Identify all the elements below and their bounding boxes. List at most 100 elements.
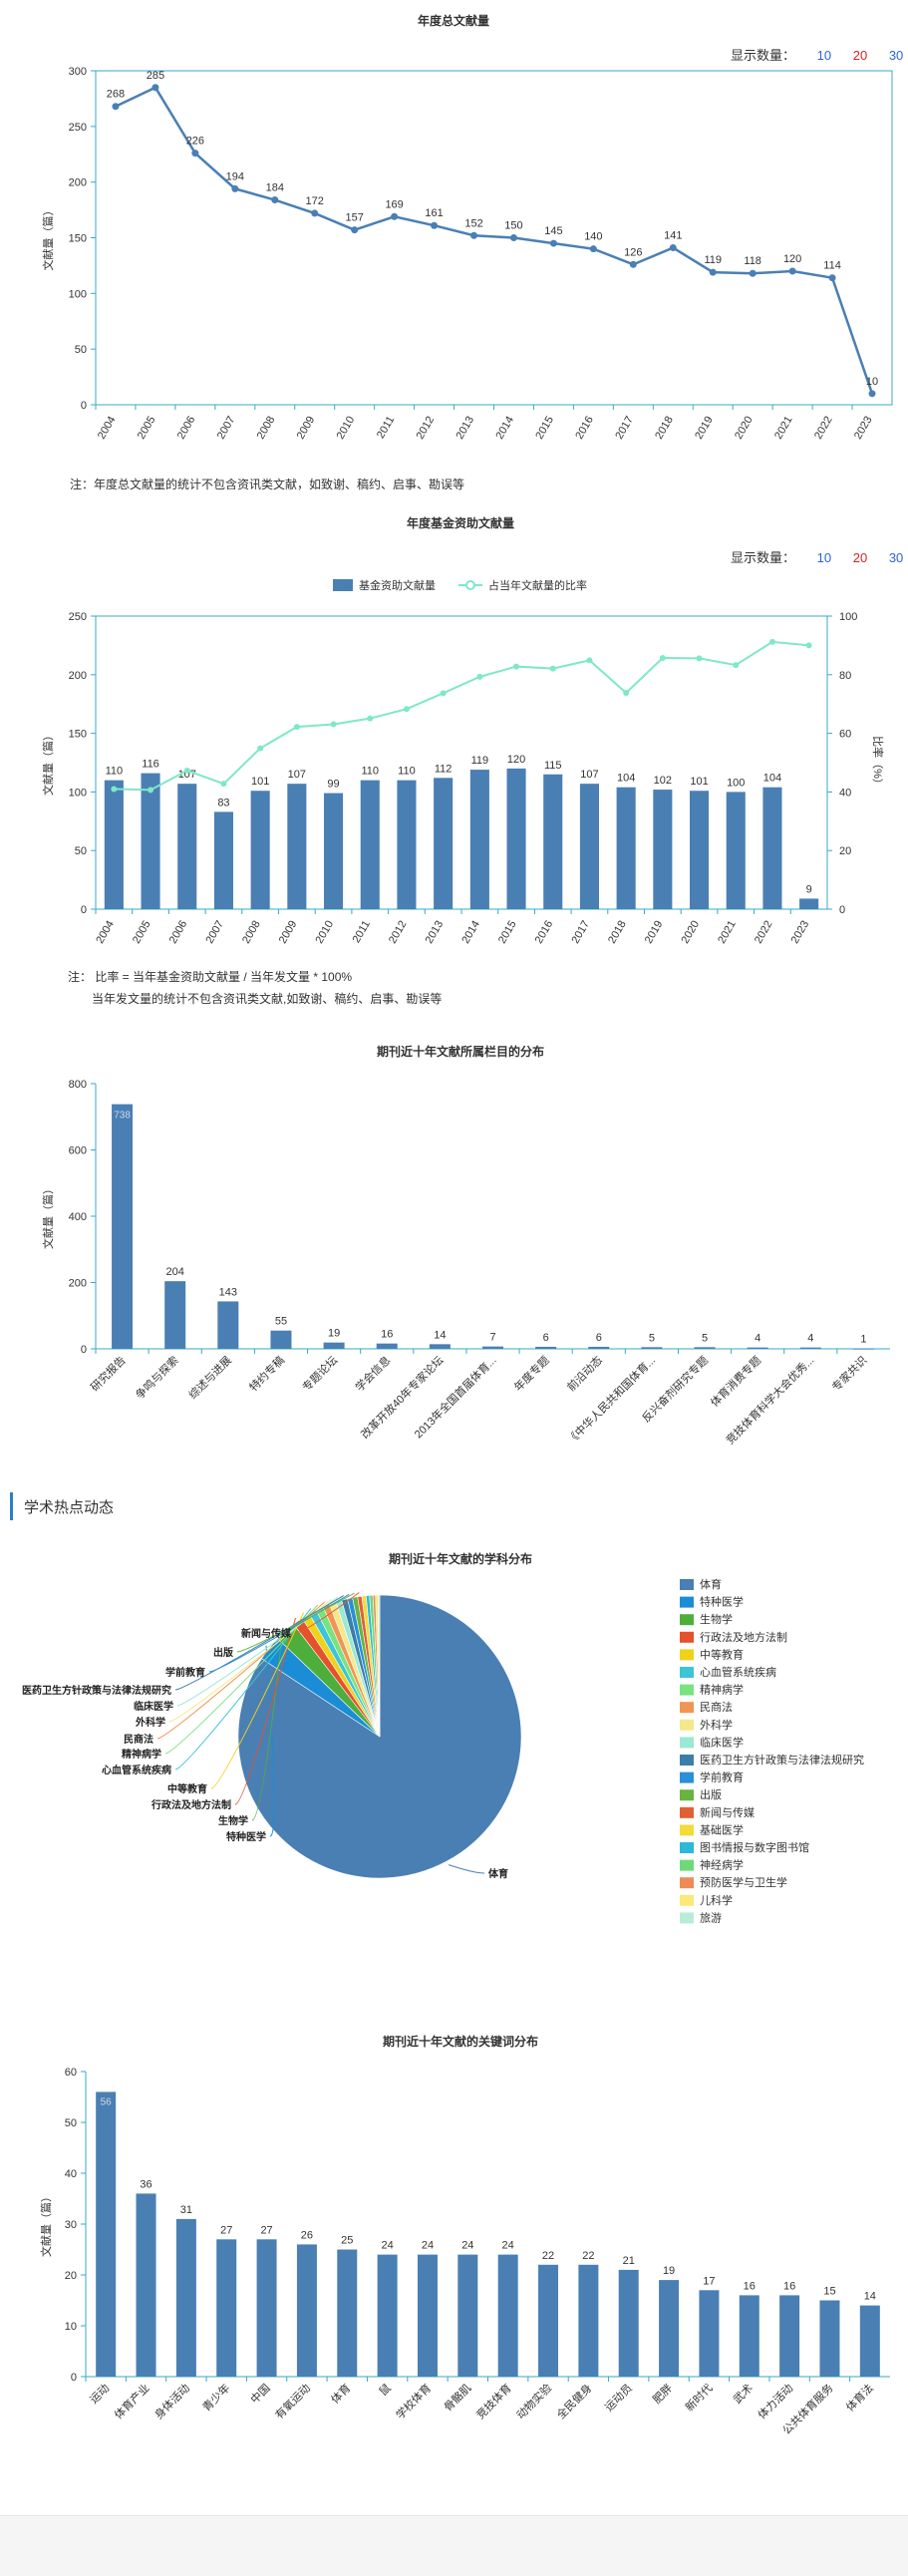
chart2-ratio-point — [696, 655, 703, 662]
chart5-title: 期刊近十年文献的关键词分布 — [383, 2034, 538, 2049]
chart1-data-label: 285 — [147, 70, 164, 82]
chart2-ratio-line — [114, 640, 809, 792]
chart1-data-label: 119 — [704, 254, 722, 266]
pie-slice-label: 特种医学 — [226, 1830, 266, 1843]
chart2-bar — [250, 791, 270, 909]
legend-swatch — [680, 1737, 694, 1749]
pie-leader-line — [265, 1645, 275, 1837]
legend-swatch — [680, 1684, 694, 1696]
pie-slice-label: 中等教育 — [167, 1782, 207, 1795]
x-tick-label: 2008 — [240, 919, 263, 946]
y-tick-label: 0 — [81, 904, 87, 916]
chart1-count-10[interactable]: 10 — [816, 48, 832, 63]
chart3-bar — [535, 1347, 557, 1349]
chart2-bar-label: 104 — [763, 773, 781, 785]
chart5-bar — [659, 2280, 680, 2377]
legend-label: 体育 — [700, 1577, 722, 1591]
chart2-count-30[interactable]: 30 — [888, 550, 904, 565]
chart3-bar-label: 7 — [489, 1332, 495, 1344]
x-tick-label: 2009 — [295, 415, 318, 442]
chart2-count-label: 显示数量： — [731, 550, 796, 565]
chart2-bar — [213, 811, 233, 909]
x-tick-label: 2017 — [613, 415, 636, 442]
x-tick-label: 2021 — [772, 415, 795, 442]
subject-dist-section: 期刊近十年文献的学科分布 体育 特种医学 生物学 行政法及地方法制 中等教育 心血管系统疾… — [0, 1535, 908, 2014]
chart2-ratio-point — [768, 638, 775, 645]
x-tick-label: 2013 — [454, 415, 476, 442]
y-tick-label: 40 — [65, 2168, 77, 2180]
x-tick-label: 前沿动态 — [564, 1353, 605, 1394]
chart2-legend-line-marker — [465, 580, 475, 590]
x-tick-label: 武术 — [731, 2382, 756, 2407]
chart1-data-label: 226 — [186, 136, 204, 148]
pie-leader-line — [448, 1864, 485, 1874]
chart5-bar-label: 24 — [502, 2240, 514, 2252]
x-tick-label: 2016 — [573, 415, 596, 442]
chart1-title: 年度总文献量 — [418, 13, 489, 28]
chart1-data-point — [589, 245, 597, 253]
chart2-ratio-point — [733, 662, 740, 669]
pie-slice-label: 民商法 — [124, 1733, 153, 1746]
legend-swatch — [680, 1649, 694, 1661]
chart5-bar-label: 56 — [101, 2096, 113, 2107]
pie-leader-line — [251, 1628, 284, 1821]
chart2-count-10[interactable]: 10 — [816, 550, 832, 565]
chart1-data-point — [470, 231, 478, 239]
legend-label: 生物学 — [700, 1612, 733, 1626]
chart1-count-30[interactable]: 30 — [888, 48, 904, 63]
chart2-count-20[interactable]: 20 — [852, 550, 868, 565]
chart2-bar-label: 110 — [398, 766, 416, 778]
x-tick-label: 特约专稿 — [246, 1353, 287, 1394]
chart2-bar-label: 101 — [251, 776, 269, 788]
chart5-bar-label: 24 — [422, 2240, 434, 2252]
x-tick-label: 2019 — [643, 919, 666, 946]
chart2-note-line2: 当年发文量的统计不包含资讯类文献,如致谢、稿约、启事、勘误等 — [92, 992, 443, 1006]
legend-label: 特种医学 — [700, 1595, 744, 1609]
chart5-bar-label: 15 — [823, 2286, 835, 2298]
chart5-bar-label: 14 — [864, 2291, 876, 2303]
chart2-bar-label: 110 — [106, 766, 124, 778]
chart2-bar — [360, 780, 380, 909]
pie-leader-line — [294, 1592, 360, 1634]
y-tick-label: 30 — [65, 2219, 77, 2231]
chart1-data-point — [788, 267, 796, 275]
x-tick-label: 中国 — [248, 2382, 273, 2407]
x-tick-label: 2004 — [94, 919, 117, 946]
hot-section-label: 学术热点动态 — [24, 1499, 115, 1516]
chart3-bar — [588, 1347, 610, 1349]
chart1-data-label: 194 — [226, 170, 244, 182]
legend-swatch — [680, 1667, 694, 1678]
x-tick-label: 2010 — [314, 919, 337, 946]
y-tick-label: 50 — [65, 2117, 77, 2129]
x-tick-label: 体力活动 — [755, 2381, 795, 2421]
chart2-y2-axis-title: 比率（%） — [871, 736, 885, 790]
x-tick-label: 有氧运动 — [272, 2381, 313, 2421]
legend-label: 旅游 — [700, 1910, 722, 1924]
chart1-count-20[interactable]: 20 — [852, 48, 868, 63]
chart2-bar-label: 99 — [327, 779, 339, 791]
x-tick-label: 2018 — [653, 415, 676, 442]
x-tick-label: 2010 — [335, 415, 358, 442]
hot-section-header: 学术热点动态 — [10, 1492, 887, 1520]
chart5-bar-label: 21 — [623, 2255, 635, 2267]
chart3-bar-label: 5 — [702, 1332, 708, 1344]
x-tick-label: 2008 — [255, 415, 278, 442]
chart1-data-label: 152 — [464, 217, 482, 229]
y-tick-label: 200 — [69, 670, 87, 682]
x-tick-label: 2019 — [693, 415, 716, 442]
x-tick-label: 2006 — [175, 415, 198, 442]
x-tick-label: 运动 — [88, 2382, 113, 2407]
chart5-bar — [136, 2193, 156, 2377]
chart2-bar-label: 102 — [654, 775, 672, 787]
chart2-bar-label: 115 — [544, 760, 562, 772]
chart5-bar — [618, 2269, 639, 2377]
x-tick-label: 2014 — [493, 415, 516, 442]
chart5-bar — [175, 2218, 196, 2377]
chart2-legend-line-label: 占当年文献量的比率 — [488, 578, 587, 592]
chart2-bar — [653, 790, 673, 909]
y-tick-label: 100 — [69, 288, 87, 300]
chart2-bar-label: 104 — [617, 773, 635, 785]
y-tick-label: 0 — [81, 1344, 87, 1356]
pie-leader-line — [236, 1592, 355, 1653]
chart1-data-point — [828, 274, 836, 282]
